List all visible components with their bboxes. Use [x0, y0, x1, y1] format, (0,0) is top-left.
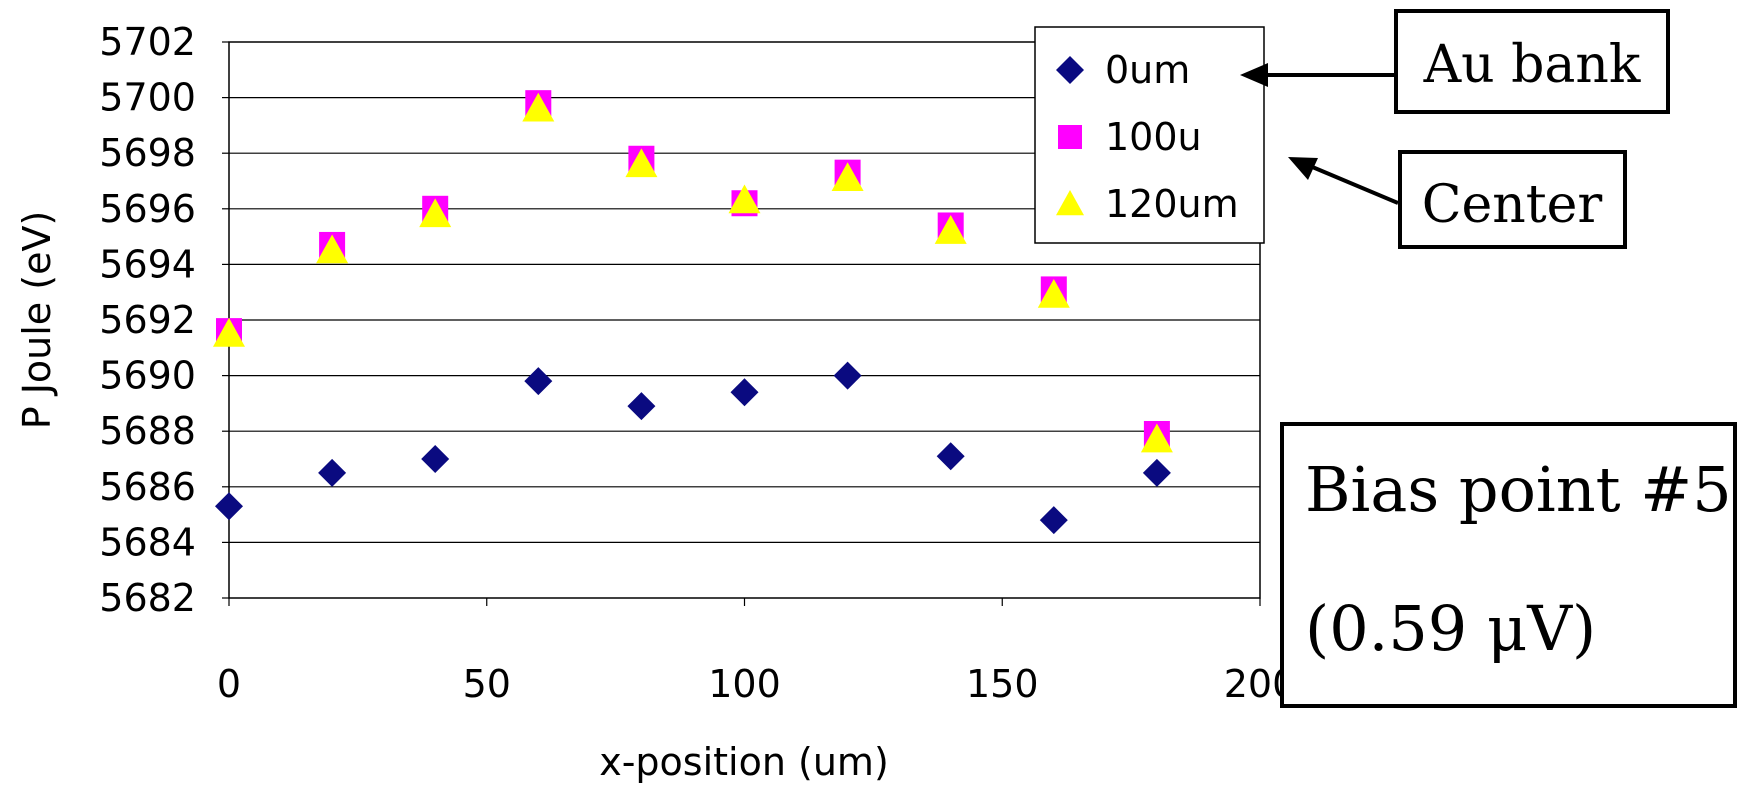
data-point-0um [627, 392, 656, 421]
data-point-120um [934, 215, 967, 244]
legend: 0um 100u 120um [1034, 26, 1265, 244]
y-tick-label: 5696 [99, 187, 196, 231]
data-point-120um [728, 184, 761, 214]
bias-voltage-label: (0.59 μV) [1305, 592, 1596, 665]
data-point-120um [316, 234, 349, 264]
grid-lines [229, 96, 1260, 544]
data-point-120um [831, 162, 864, 192]
data-point-0um [936, 442, 965, 471]
center-arrowhead [1288, 157, 1318, 180]
center-label: Center [1422, 175, 1603, 235]
data-point-0um [730, 378, 759, 407]
x-axis-ticks: 0 50 100 150 200 [217, 598, 1296, 706]
y-tick-label: 5684 [99, 520, 196, 564]
y-tick-label: 5698 [99, 131, 196, 175]
data-point-120um [625, 148, 658, 178]
data-point-0um [833, 361, 862, 390]
y-tick-label: 5686 [99, 465, 196, 509]
data-point-0um [421, 445, 450, 473]
x-tick-label: 150 [966, 662, 1039, 706]
data-point-120um [419, 198, 452, 228]
legend-label-0um: 0um [1105, 48, 1190, 92]
au-bank-box [1394, 9, 1670, 114]
data-point-0um [318, 458, 347, 487]
x-tick-label: 50 [463, 662, 511, 706]
x-tick-label: 0 [217, 662, 241, 706]
data-point-120um [1037, 278, 1070, 308]
data-point-0um [1039, 506, 1068, 535]
y-tick-label: 5692 [99, 298, 196, 342]
y-tick-label: 5690 [99, 354, 196, 398]
legend-marker-0um [1056, 56, 1084, 84]
data-point-0um [524, 367, 553, 396]
legend-label-120um: 120um [1105, 182, 1239, 226]
y-tick-label: 5682 [99, 576, 196, 620]
x-axis-title: x-position (um) [599, 740, 889, 784]
bias-box [1280, 422, 1737, 708]
au-bank-arrowhead [1240, 63, 1268, 87]
series-0um [215, 361, 1171, 535]
au-bank-callout: Au bank [1240, 9, 1670, 114]
data-point-0um [215, 492, 243, 521]
au-bank-label: Au bank [1423, 35, 1641, 95]
y-tick-label: 5688 [99, 409, 196, 453]
data-point-120um [522, 92, 555, 122]
center-arrow [1309, 164, 1399, 205]
y-axis-ticks: 5702 5700 5698 5696 5694 5692 5690 5688 5686 5684… [99, 20, 229, 620]
center-callout: Center [1288, 150, 1627, 249]
legend-marker-120um [1056, 190, 1084, 216]
legend-label-100u: 100u [1105, 115, 1202, 159]
x-tick-label: 100 [708, 662, 781, 706]
data-point-120um [1140, 423, 1173, 453]
data-point-0um [1142, 458, 1171, 487]
center-box [1398, 150, 1627, 249]
series-120um [213, 92, 1173, 453]
series-100u [216, 90, 1170, 447]
y-axis-title: P Joule (eV) [15, 211, 59, 430]
y-tick-label: 5700 [99, 76, 196, 120]
data-points [213, 90, 1173, 535]
data-point-120um [213, 317, 245, 347]
bias-point-box: Bias point #5 (0.59 μV) [1280, 422, 1737, 708]
y-tick-label: 5702 [99, 20, 196, 64]
legend-marker-100u [1058, 125, 1082, 149]
y-tick-label: 5694 [99, 242, 196, 286]
bias-point-label: Bias point #5 [1305, 453, 1732, 526]
